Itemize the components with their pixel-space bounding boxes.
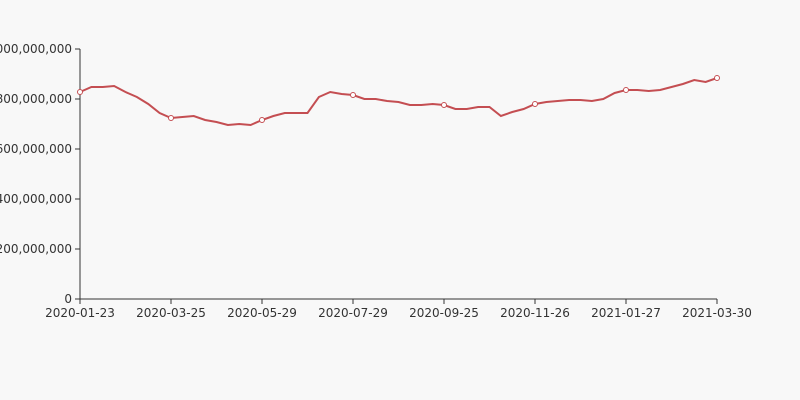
point-marker bbox=[77, 89, 83, 95]
point-marker bbox=[532, 101, 538, 107]
y-tick-label: 1,000,000,000 bbox=[0, 42, 72, 56]
x-tick-label: 2021-01-27 bbox=[591, 306, 661, 320]
x-tick-label: 2020-05-29 bbox=[227, 306, 297, 320]
point-marker bbox=[168, 115, 174, 121]
y-tick-label: 0 bbox=[64, 292, 72, 306]
y-tick-label: 800,000,000 bbox=[0, 92, 72, 106]
y-tick-label: 400,000,000 bbox=[0, 192, 72, 206]
y-tick-label: 600,000,000 bbox=[0, 142, 72, 156]
point-marker bbox=[441, 102, 447, 108]
point-marker bbox=[714, 75, 720, 81]
x-tick-label: 2020-03-25 bbox=[136, 306, 206, 320]
point-marker bbox=[623, 87, 629, 93]
x-tick-label: 2020-09-25 bbox=[409, 306, 479, 320]
point-marker bbox=[350, 92, 356, 98]
x-tick-label: 2020-01-23 bbox=[45, 306, 115, 320]
line bbox=[79, 77, 718, 127]
point-marker bbox=[259, 117, 265, 123]
x-tick-label: 2020-11-26 bbox=[500, 306, 570, 320]
x-tick-label: 2021-03-30 bbox=[682, 306, 752, 320]
y-tick-label: 200,000,000 bbox=[0, 242, 72, 256]
x-tick-label: 2020-07-29 bbox=[318, 306, 388, 320]
